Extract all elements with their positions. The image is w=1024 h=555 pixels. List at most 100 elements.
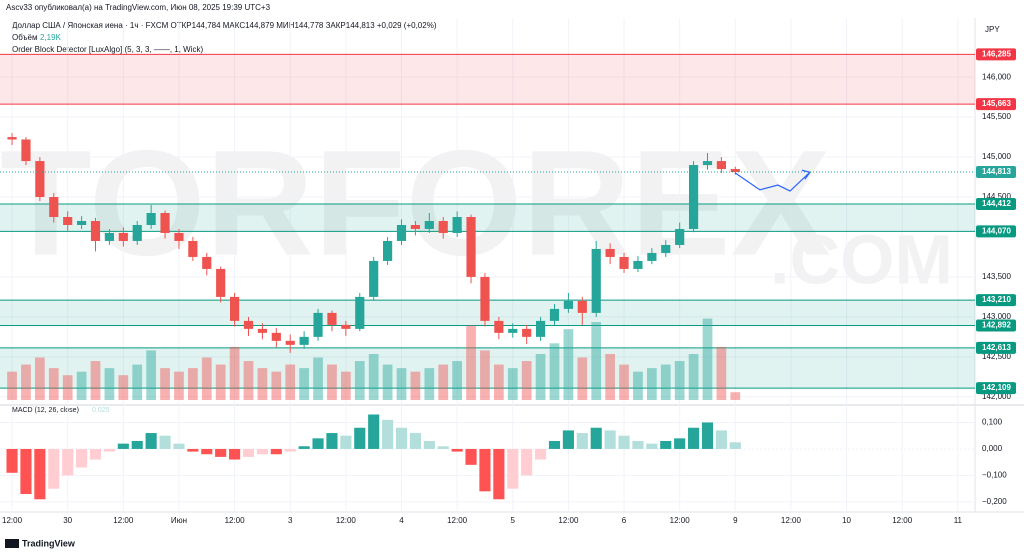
macd-bar [395, 427, 408, 449]
logo [5, 539, 19, 548]
y-tick-label: 142,500 [982, 352, 1011, 361]
volume-bar [118, 375, 129, 400]
macd-bar [729, 442, 741, 449]
volume-bar [507, 368, 518, 400]
volume-bar [702, 318, 713, 400]
volume-bar [271, 371, 282, 400]
volume-bar [257, 368, 268, 400]
macd-bar [34, 448, 46, 500]
x-tick-label: 12:00 [2, 516, 23, 525]
x-tick-label: 12:00 [892, 516, 913, 525]
macd-bar [340, 435, 352, 449]
order-block [0, 54, 975, 105]
price-label: 144,813 [982, 167, 1011, 176]
volume-bar [187, 368, 198, 400]
candle-body [257, 328, 268, 333]
x-tick-label: 10 [842, 516, 851, 525]
candle-body [313, 312, 323, 337]
y-tick-label: 0,000 [982, 444, 1003, 453]
price-label-bg [976, 198, 1016, 211]
macd-bar [576, 433, 588, 449]
volume-bar [410, 371, 421, 400]
candle-body [132, 224, 142, 241]
macd-bar [145, 433, 157, 449]
candle-body [49, 197, 59, 217]
volume-bar [466, 325, 476, 400]
volume-bar [674, 361, 685, 400]
macd-bar [20, 448, 32, 494]
candle-body [216, 268, 226, 297]
candle-body [35, 161, 45, 198]
macd-bar [632, 440, 644, 449]
candle-body [466, 216, 476, 277]
y-tick-label: 0,100 [982, 418, 1003, 427]
currency: JPY [985, 25, 1000, 34]
volume-bar [535, 353, 546, 400]
volume-bar [7, 371, 17, 400]
candle-body [688, 165, 699, 229]
volume-bar [577, 357, 588, 400]
y-tick-label: 143,000 [982, 312, 1011, 321]
candle-body [508, 328, 518, 333]
order-block [0, 204, 975, 232]
y-tick-label: 145,000 [982, 152, 1011, 161]
x-tick-label: 12:00 [558, 516, 579, 525]
macd-bar [159, 435, 171, 449]
x-tick-label: 12:00 [225, 516, 246, 525]
price-label: 142,613 [982, 343, 1011, 352]
x-tick-label: 11 [954, 516, 963, 525]
macd-bar [76, 448, 88, 468]
macd-bar [493, 448, 505, 500]
projection-arrow [801, 169, 811, 180]
macd-bar [48, 448, 60, 489]
volume-bar [104, 368, 115, 400]
macd-bar [409, 433, 421, 449]
candle-body [396, 224, 407, 241]
macd-bar [688, 427, 700, 449]
volume-bar [493, 364, 504, 400]
x-tick-label: 12:00 [670, 516, 691, 525]
volume-value: 2,19K [40, 33, 62, 42]
volume-bar [591, 322, 602, 400]
candle-body [633, 260, 643, 269]
candle-body [369, 260, 379, 297]
candle-body [7, 137, 17, 140]
macd-bar [451, 448, 463, 452]
volume-bar [146, 350, 157, 400]
candle-body [21, 139, 31, 162]
macd-bar [479, 448, 491, 492]
watermark: .COM [770, 220, 953, 298]
macd-bar [229, 448, 241, 460]
volume-bar [605, 353, 615, 400]
indicator: Order Block Detector [LuxAlgo] (5, 3, 3,… [12, 45, 204, 54]
candle-body [160, 213, 170, 233]
macd-title: MACD (12, 26, close) [12, 407, 79, 414]
price-label: 142,892 [982, 321, 1011, 330]
x-tick-label: Июн [171, 516, 187, 525]
candle-body [243, 320, 254, 329]
macd-bar [6, 448, 18, 473]
macd-bar [646, 443, 658, 449]
candle-body [424, 220, 434, 229]
y-tick-label: −0,100 [982, 471, 1007, 480]
macd-bar [465, 448, 477, 465]
x-tick-label: 12:00 [447, 516, 468, 525]
macd-bar [326, 433, 338, 449]
macd-last: 0,025 [92, 407, 110, 414]
macd-bar [604, 430, 616, 449]
macd-bar [521, 448, 533, 476]
candle-body [285, 340, 295, 345]
price-label: 142,109 [982, 383, 1011, 392]
volume-bar [48, 368, 59, 400]
volume-bar [132, 364, 143, 400]
price-label-bg [976, 294, 1016, 307]
volume-bar [438, 364, 449, 400]
candle-body [730, 169, 740, 173]
volume-bar [201, 357, 212, 400]
symbol-line: Доллар США / Японская иена · 1ч · FXCM О… [12, 21, 437, 30]
candle-body [118, 232, 128, 241]
volume-bar [646, 368, 657, 400]
volume-bar [452, 361, 463, 400]
candle-body [494, 320, 504, 333]
macd-bar [270, 448, 282, 455]
